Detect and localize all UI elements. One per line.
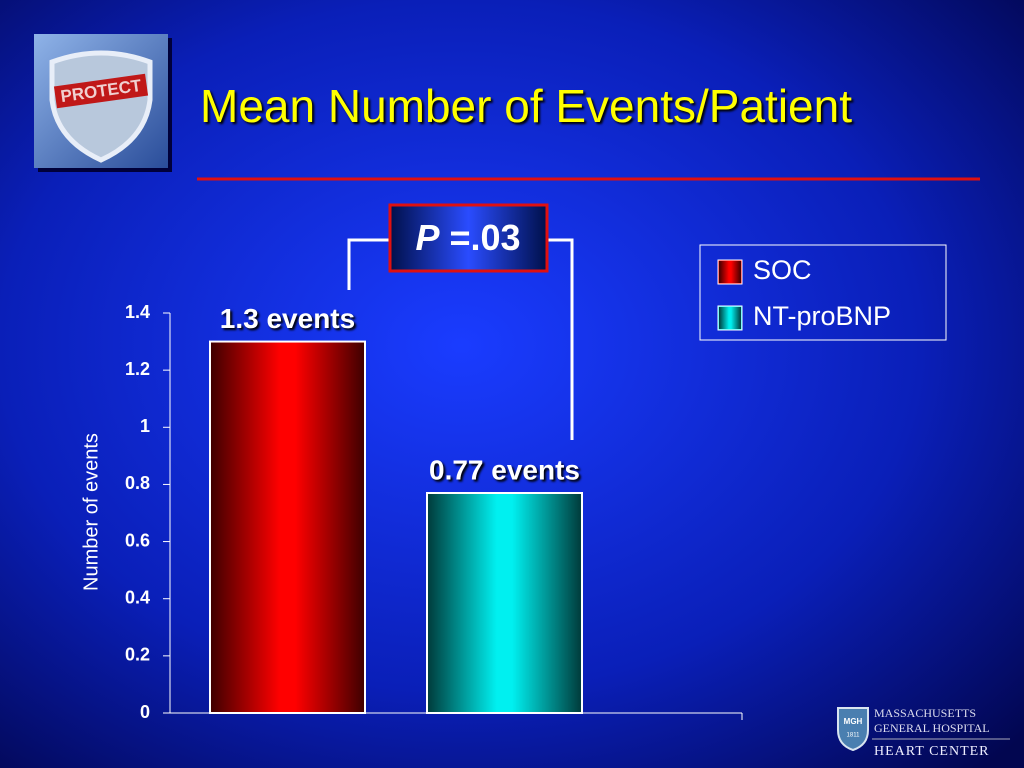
y-tick-label: 0.6 — [125, 530, 150, 550]
hospital-line: MASSACHUSETTS — [874, 706, 976, 720]
value-label: 0.77 events — [429, 454, 580, 485]
chart-title: Mean Number of Events/Patient — [200, 80, 852, 132]
y-tick-label: 1.4 — [125, 302, 150, 322]
y-tick-label: 1.2 — [125, 359, 150, 379]
y-axis-label: Number of events — [80, 433, 102, 591]
banner — [53, 73, 149, 109]
p-value: P =.03 — [415, 217, 520, 258]
legend-swatch-shade — [719, 307, 741, 329]
bar-shade — [428, 494, 581, 712]
legend-label: NT-proBNP — [753, 301, 891, 331]
hospital-line: GENERAL HOSPITAL — [874, 721, 990, 735]
badge-year: 1811 — [847, 733, 861, 739]
mgh-logo: MGH 1811 MASSACHUSETTS GENERAL HOSPITAL … — [837, 706, 1010, 759]
p-symbol: P — [415, 217, 440, 258]
legend-label: SOC — [753, 255, 812, 285]
legend-swatch-shade — [719, 261, 741, 283]
y-tick-label: 0.4 — [125, 587, 150, 607]
department: HEART CENTER — [874, 744, 990, 759]
y-tick-label: 0 — [140, 702, 150, 722]
badge-text: MGH — [844, 717, 863, 726]
y-tick-label: 0.8 — [125, 473, 150, 493]
y-tick-label: 1 — [140, 416, 150, 436]
mgh-badge — [837, 707, 869, 752]
p-text: =.03 — [449, 217, 520, 258]
p-value-box — [388, 203, 549, 273]
bracket-right — [547, 238, 574, 440]
protect-logo: PROTECT — [34, 34, 172, 172]
y-tick-label: 0.2 — [125, 645, 150, 665]
legend-box — [699, 244, 947, 341]
value-label: 1.3 events — [220, 303, 355, 334]
bar-shade — [211, 342, 364, 712]
bracket-left — [347, 238, 390, 290]
